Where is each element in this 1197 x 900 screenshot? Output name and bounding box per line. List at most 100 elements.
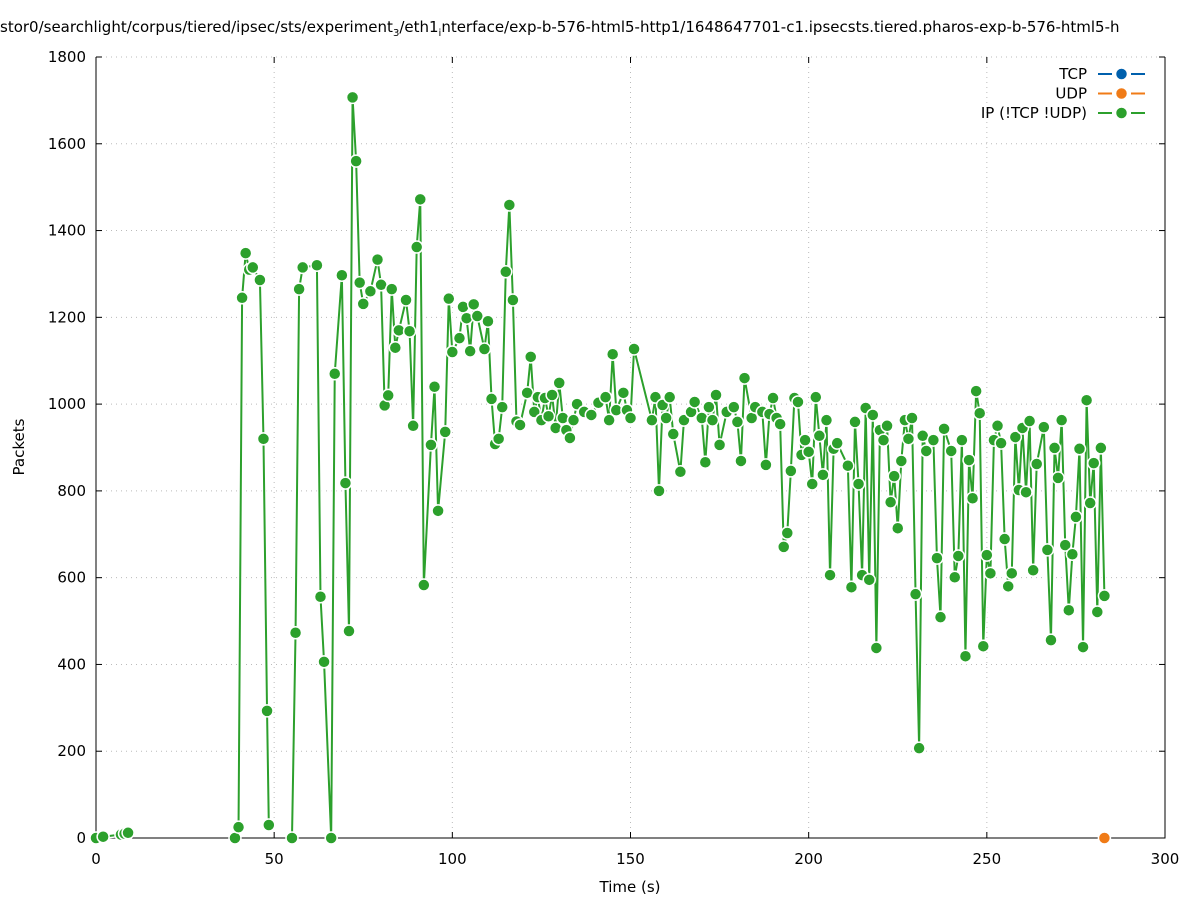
data-point: [495, 400, 509, 414]
data-point: [776, 540, 791, 554]
data-point: [773, 417, 787, 431]
data-point: [866, 408, 880, 422]
data-point: [506, 293, 520, 307]
data-point: [349, 154, 363, 168]
x-axis-label: Time (s): [599, 878, 661, 896]
data-point: [951, 549, 966, 563]
data-point: [933, 610, 948, 624]
series-line-halo: [289, 94, 1107, 841]
data-point: [1072, 442, 1087, 456]
data-point: [552, 376, 566, 390]
data-point: [431, 504, 445, 518]
data-point: [997, 532, 1012, 546]
data-point: [1062, 603, 1076, 617]
data-point: [121, 826, 135, 840]
data-point: [623, 411, 638, 425]
data-point: [791, 395, 805, 409]
data-point: [470, 309, 485, 323]
data-point: [388, 340, 403, 355]
data-point: [335, 268, 349, 282]
data-point: [445, 345, 460, 359]
data-point: [499, 265, 513, 279]
data-point: [484, 392, 499, 406]
data-point: [734, 454, 748, 468]
x-tick-label: 50: [265, 850, 284, 868]
data-point: [385, 282, 399, 296]
data-point: [816, 468, 830, 482]
data-point: [666, 427, 681, 441]
data-point: [452, 331, 467, 345]
data-point: [1005, 566, 1019, 581]
y-tick-label: 0: [76, 829, 86, 847]
data-point: [1051, 471, 1065, 485]
data-point: [712, 438, 727, 452]
x-tick-label: 150: [616, 850, 645, 868]
data-point: [513, 418, 527, 432]
data-point: [523, 350, 538, 364]
data-point: [627, 342, 641, 356]
y-tick-label: 1000: [48, 395, 86, 413]
data-point: [1054, 413, 1069, 427]
data-point: [901, 432, 916, 446]
title-text: stor0/searchlight/corpus/tiered/ipsec/st…: [0, 18, 393, 36]
data-point: [288, 626, 303, 640]
data-point: [809, 390, 823, 404]
data-point: [798, 433, 812, 447]
data-point: [1076, 640, 1090, 654]
data-point: [310, 258, 324, 273]
chart-title: stor0/searchlight/corpus/tiered/ipsec/st…: [0, 18, 1197, 39]
data-point: [805, 477, 819, 491]
legend-marker: [1114, 67, 1129, 81]
data-point: [1029, 457, 1044, 471]
data-point: [1094, 441, 1108, 455]
data-point: [285, 831, 299, 845]
data-point: [246, 260, 260, 275]
data-point: [819, 413, 834, 427]
data-point: [994, 436, 1008, 450]
x-tick-label: 0: [91, 850, 101, 868]
x-tick-label: 200: [794, 850, 823, 868]
legend-marker: [1114, 106, 1129, 120]
data-point: [381, 388, 395, 403]
data-point: [584, 408, 599, 422]
data-point: [1022, 414, 1037, 428]
data-point: [413, 192, 428, 207]
data-point: [1069, 510, 1083, 524]
data-point: [545, 388, 559, 402]
data-point: [780, 526, 795, 540]
data-point: [887, 469, 901, 483]
data-point: [616, 386, 631, 400]
data-point: [417, 578, 431, 592]
data-point: [687, 395, 702, 409]
data-point: [969, 384, 983, 398]
data-point: [709, 388, 723, 402]
data-point: [260, 704, 274, 718]
legend-marker: [1114, 86, 1129, 101]
data-point: [883, 495, 898, 509]
data-point: [556, 411, 570, 425]
data-point: [442, 291, 456, 306]
data-point: [695, 411, 709, 425]
data-point: [926, 433, 941, 447]
data-point: [602, 413, 616, 427]
data-point: [972, 406, 987, 420]
data-point: [541, 409, 556, 424]
data-point: [880, 419, 894, 433]
data-point: [1037, 420, 1051, 434]
data-point: [235, 291, 249, 305]
data-point: [869, 641, 884, 655]
data-point: [477, 342, 492, 356]
y-tick-label: 600: [57, 569, 86, 587]
title-text: /eth1: [399, 18, 439, 36]
data-point: [673, 465, 688, 479]
data-point: [727, 400, 741, 414]
data-point: [342, 624, 356, 638]
data-point: [937, 422, 951, 436]
data-point: [730, 415, 745, 429]
data-point: [1040, 543, 1055, 557]
data-point: [427, 380, 442, 394]
data-point: [659, 411, 673, 425]
data-point: [965, 491, 980, 506]
data-point: [948, 570, 962, 584]
data-point: [962, 453, 976, 467]
